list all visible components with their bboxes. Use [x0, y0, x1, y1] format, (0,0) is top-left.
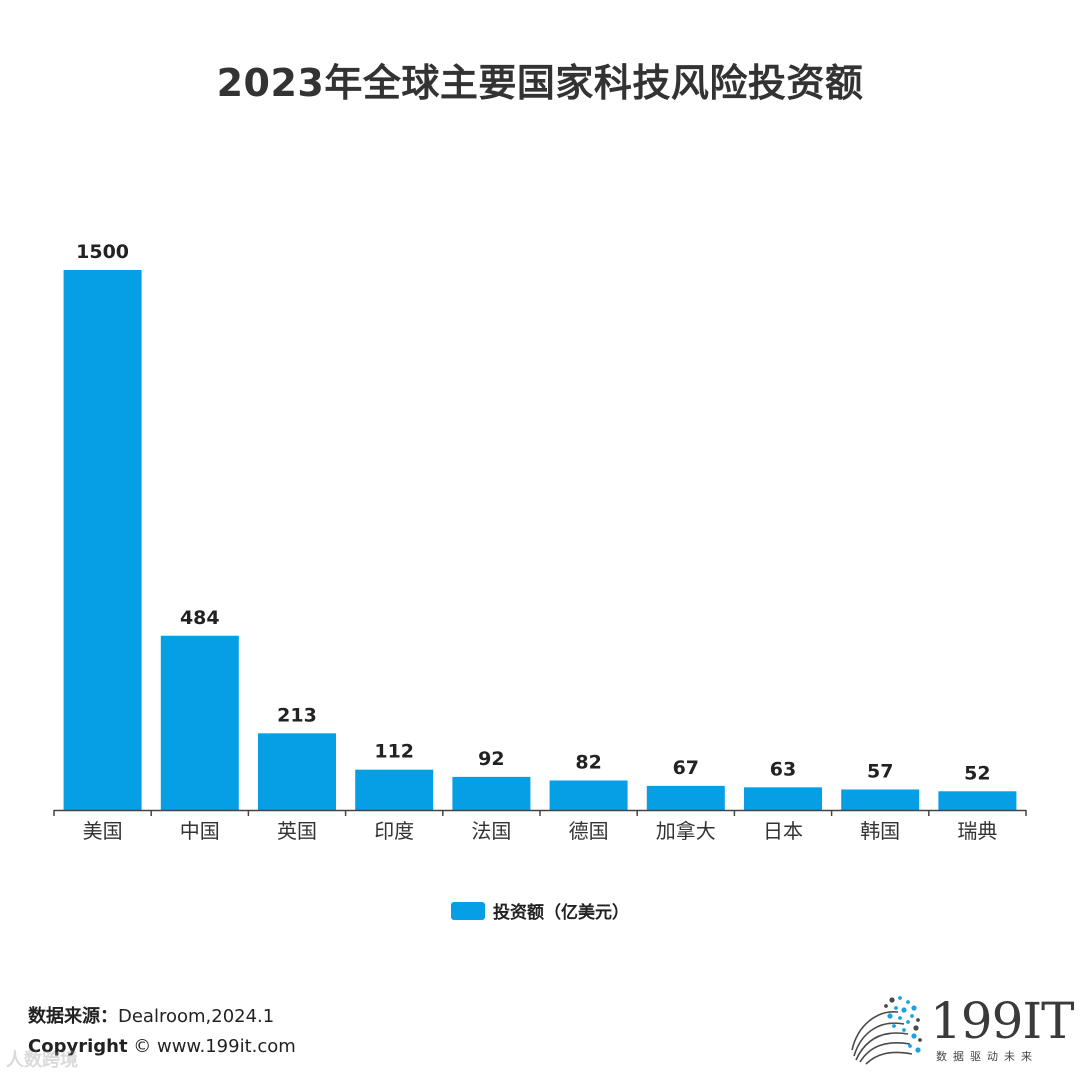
brand-dot — [911, 1033, 917, 1039]
legend-label: 投资额（亿美元） — [493, 903, 629, 923]
brand-dot — [918, 1038, 922, 1042]
brand-mark-icon — [851, 996, 922, 1065]
copyright-value: © www.199it.com — [127, 1036, 296, 1057]
x-axis-ticks — [53, 810, 1027, 816]
bar-0 — [63, 270, 142, 810]
data-label-3: 112 — [374, 741, 414, 763]
category-label-8: 韩国 — [860, 819, 900, 843]
brand-dot — [913, 1025, 919, 1031]
brand-logo: 199IT 数据驱动未来 — [848, 990, 1075, 1070]
bar-8 — [841, 789, 920, 810]
category-label-0: 美国 — [83, 819, 123, 843]
brand-dot — [887, 1013, 893, 1019]
source-line: 数据来源：Dealroom,2024.1 — [28, 1002, 274, 1028]
brand-dot — [898, 1016, 902, 1020]
brand-dot — [901, 1007, 907, 1013]
brand-dot — [916, 1018, 920, 1022]
bar-7 — [744, 787, 822, 810]
category-label-6: 加拿大 — [656, 819, 716, 843]
brand-dot — [898, 996, 902, 1000]
brand-dot — [908, 1044, 912, 1048]
legend: 投资额（亿美元） — [0, 898, 1080, 923]
x-axis-labels: 美国 中国 英国 印度 法国 德国 加拿大 日本 韩国 瑞典 — [83, 819, 998, 843]
bar-chart: 美国 中国 英国 印度 法国 德国 加拿大 日本 韩国 瑞典 1500 484 213 112 92 82 6… — [53, 241, 1027, 843]
brand-dot — [906, 1000, 910, 1004]
source-value: Dealroom,2024.1 — [118, 1006, 275, 1027]
watermark: 人数跨境 — [6, 1050, 78, 1071]
brand-dot — [910, 1014, 914, 1018]
data-label-6: 67 — [673, 757, 699, 779]
category-label-3: 印度 — [374, 819, 414, 843]
data-label-5: 82 — [575, 751, 601, 773]
copyright-line: Copyright © www.199it.com — [28, 1036, 296, 1057]
brand-dot — [892, 1024, 896, 1028]
bars-layer — [63, 270, 1017, 810]
brand-tagline: 数据驱动未来 — [936, 1050, 1038, 1063]
brand-dot — [889, 997, 895, 1003]
bar-3 — [355, 769, 434, 810]
bar-1 — [160, 635, 239, 810]
category-label-7: 日本 — [763, 819, 803, 843]
copyright-label: Copyright — [28, 1036, 128, 1057]
data-label-4: 92 — [478, 748, 504, 770]
legend-swatch — [451, 901, 485, 920]
data-label-2: 213 — [277, 704, 317, 726]
category-label-2: 英国 — [277, 819, 317, 843]
chart-title: 2023年全球主要国家科技风险投资额 — [216, 61, 864, 105]
data-label-1: 484 — [180, 607, 220, 629]
data-label-7: 63 — [770, 758, 796, 780]
category-label-1: 中国 — [180, 819, 220, 843]
data-label-9: 52 — [964, 762, 990, 784]
bar-2 — [258, 733, 336, 810]
brand-dot — [894, 1006, 898, 1010]
data-label-0: 1500 — [76, 241, 129, 263]
source-label: 数据来源： — [28, 1006, 118, 1027]
brand-dot — [906, 1020, 910, 1024]
bar-5 — [549, 780, 628, 810]
brand-dot — [911, 1005, 917, 1011]
category-label-5: 德国 — [569, 819, 609, 843]
brand-name: 199IT — [930, 992, 1075, 1050]
brand-dot — [902, 1028, 906, 1032]
brand-dot — [915, 1047, 921, 1053]
bar-6 — [646, 785, 725, 810]
data-label-8: 57 — [867, 760, 893, 782]
brand-dot — [884, 1004, 888, 1008]
data-labels: 1500 484 213 112 92 82 67 63 57 52 — [76, 241, 990, 784]
category-label-4: 法国 — [471, 819, 511, 843]
category-label-9: 瑞典 — [957, 819, 997, 843]
brand-dots — [884, 996, 922, 1053]
bar-9 — [938, 791, 1017, 810]
bar-4 — [452, 776, 531, 810]
